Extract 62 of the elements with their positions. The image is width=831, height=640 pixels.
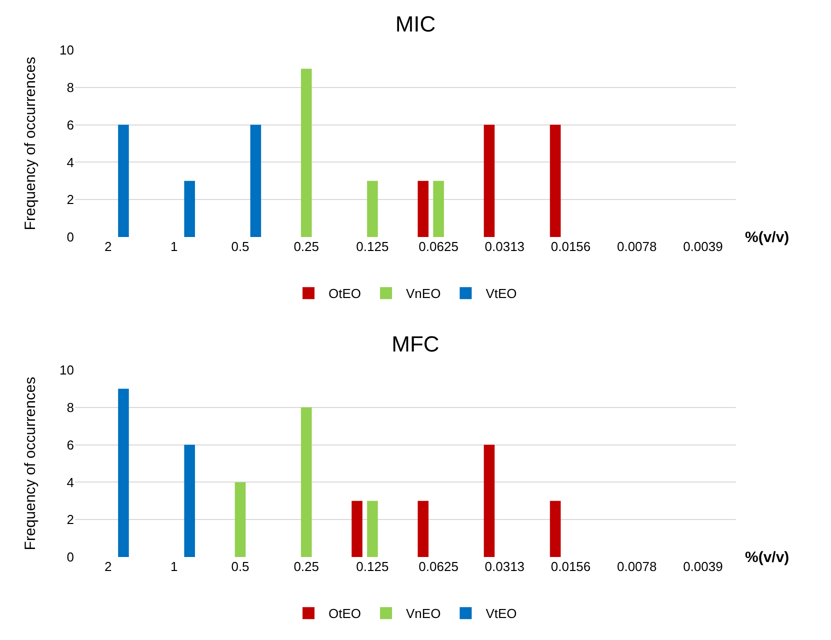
x-tick-label: 2 <box>104 239 112 254</box>
x-tick-label: 0.0313 <box>484 559 525 574</box>
y-tick-label: 2 <box>66 512 74 528</box>
y-tick-label: 10 <box>60 362 74 378</box>
x-axis-title: %(v/v) <box>745 549 790 566</box>
legend-label: OtEO <box>328 286 362 302</box>
bar <box>352 500 362 557</box>
x-tick-label: 0.125 <box>356 559 389 574</box>
bar <box>418 180 429 237</box>
y-tick-label: 4 <box>66 474 74 490</box>
bar <box>550 500 561 557</box>
x-tick-label: 0.0156 <box>550 559 591 574</box>
y-tick-label: 0 <box>66 550 74 565</box>
bar <box>484 444 495 557</box>
legend-label: VtEO <box>486 606 517 622</box>
x-tick-label: 0.0156 <box>550 239 591 254</box>
bar <box>550 124 561 237</box>
bar <box>234 482 246 557</box>
x-axis-title: %(v/v) <box>745 229 790 246</box>
legend-label: VnEO <box>406 606 441 622</box>
x-tick-label: 0.5 <box>231 559 250 574</box>
y-tick-label: 6 <box>66 437 74 452</box>
x-tick-label: 0.0078 <box>616 559 657 574</box>
bar <box>367 500 378 557</box>
bar <box>118 124 129 237</box>
bar <box>184 444 195 557</box>
bar <box>300 68 312 237</box>
y-axis-title: Frequency of occurrences <box>22 376 39 550</box>
x-tick-label: 0.5 <box>231 239 250 254</box>
bar <box>484 124 495 237</box>
x-tick-label: 1 <box>170 239 178 254</box>
x-tick-label: 0.0039 <box>683 559 723 574</box>
y-tick-label: 2 <box>66 192 74 208</box>
y-axis-title: Frequency of occurrences <box>22 56 39 230</box>
legend-label: VtEO <box>486 286 517 302</box>
bar <box>184 180 195 237</box>
x-tick-label: 0.0625 <box>418 559 458 574</box>
bar <box>418 500 429 557</box>
chart-title: MFC <box>392 331 440 356</box>
x-tick-label: 0.0078 <box>616 239 657 254</box>
legend-label: OtEO <box>328 606 362 622</box>
y-tick-label: 8 <box>66 80 74 95</box>
x-tick-label: 0.0313 <box>484 239 525 254</box>
bar <box>433 180 444 237</box>
y-tick-label: 4 <box>66 154 74 170</box>
x-tick-label: 0.0625 <box>418 239 458 254</box>
bar <box>118 388 129 557</box>
y-tick-label: 0 <box>66 230 74 245</box>
legend-label: VnEO <box>406 286 441 302</box>
y-tick-label: 10 <box>60 42 74 58</box>
x-tick-label: 0.125 <box>356 239 389 254</box>
x-tick-label: 0.25 <box>294 239 320 254</box>
y-tick-label: 8 <box>66 400 74 415</box>
y-tick-label: 6 <box>66 117 74 132</box>
chart-title: MIC <box>395 11 436 36</box>
x-tick-label: 2 <box>104 559 112 574</box>
x-tick-label: 0.0039 <box>683 239 723 254</box>
x-tick-label: 1 <box>170 559 178 574</box>
x-tick-label: 0.25 <box>294 559 320 574</box>
bar <box>300 407 312 557</box>
bar <box>250 124 262 237</box>
bar <box>367 180 378 237</box>
